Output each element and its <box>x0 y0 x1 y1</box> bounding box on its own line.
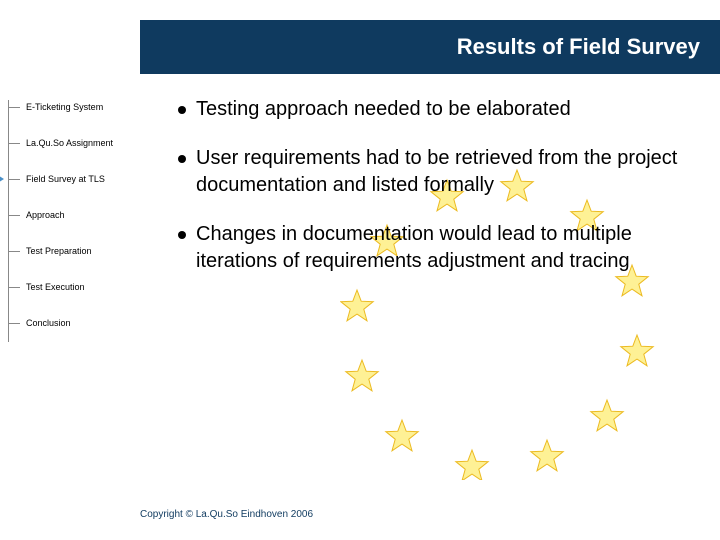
bullet-dot-icon <box>178 155 186 163</box>
bullet-text: User requirements had to be retrieved fr… <box>196 145 700 199</box>
bullet-item: User requirements had to be retrieved fr… <box>178 145 700 199</box>
sidebar-item-label: Conclusion <box>26 318 71 328</box>
bullet-item: Changes in documentation would lead to m… <box>178 221 700 275</box>
star-icon <box>591 400 623 431</box>
sidebar-item-label: Field Survey at TLS <box>26 174 105 184</box>
star-icon <box>456 450 488 480</box>
footer-copyright: Copyright © La.Qu.So Eindhoven 2006 <box>140 509 313 520</box>
sidebar-nav: E-Ticketing System La.Qu.So Assignment Fie… <box>0 96 150 348</box>
sidebar-tick-icon <box>8 143 20 144</box>
sidebar-item-label: Approach <box>26 210 65 220</box>
bullet-item: Testing approach needed to be elaborated <box>178 96 700 123</box>
main-content: Testing approach needed to be elaborated… <box>178 96 700 297</box>
sidebar-item[interactable]: Test Preparation <box>0 240 150 262</box>
sidebar-tick-icon <box>8 107 20 108</box>
sidebar-item-label: Test Execution <box>26 282 85 292</box>
bullet-text: Testing approach needed to be elaborated <box>196 96 571 123</box>
bullet-text: Changes in documentation would lead to m… <box>196 221 700 275</box>
sidebar-tick-icon <box>8 251 20 252</box>
sidebar-item[interactable]: Approach <box>0 204 150 226</box>
sidebar-item-label: Test Preparation <box>26 246 92 256</box>
page-title: Results of Field Survey <box>457 34 700 60</box>
bullet-dot-icon <box>178 106 186 114</box>
bullet-dot-icon <box>178 231 186 239</box>
sidebar-item[interactable]: Field Survey at TLS <box>0 168 150 190</box>
sidebar-item[interactable]: La.Qu.So Assignment <box>0 132 150 154</box>
sidebar-item-label: E-Ticketing System <box>26 102 103 112</box>
sidebar-tick-icon <box>8 179 20 180</box>
star-icon <box>386 420 418 451</box>
sidebar-item-label: La.Qu.So Assignment <box>26 138 113 148</box>
sidebar-item[interactable]: E-Ticketing System <box>0 96 150 118</box>
star-icon <box>531 440 563 471</box>
sidebar-item[interactable]: Test Execution <box>0 276 150 298</box>
star-icon <box>346 360 378 391</box>
sidebar-item[interactable]: Conclusion <box>0 312 150 334</box>
sidebar-tick-icon <box>8 323 20 324</box>
sidebar-tick-icon <box>8 215 20 216</box>
header-bar: Results of Field Survey <box>140 20 720 74</box>
sidebar-tick-icon <box>8 287 20 288</box>
active-arrow-icon <box>0 174 4 184</box>
star-icon <box>621 335 653 366</box>
